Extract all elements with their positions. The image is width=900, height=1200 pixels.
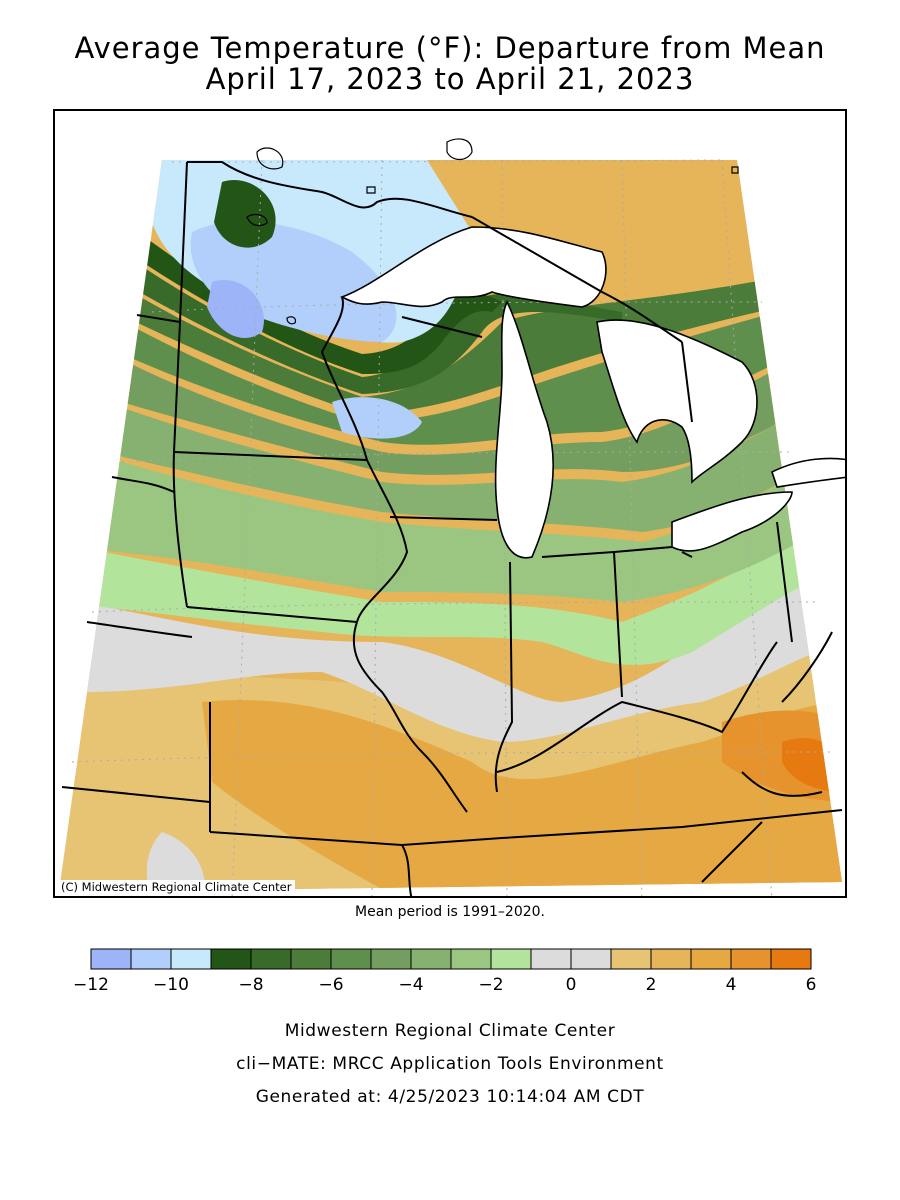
state-boundaries [61,161,843,896]
legend-swatch [410,948,452,970]
legend-swatch [690,948,732,970]
legend-tick-label: 6 [805,975,817,995]
footer-tool-name: cli−MATE: MRCC Application Tools Environ… [236,1054,664,1074]
temperature-departure-map [59,138,845,896]
mean-period-note: Mean period is 1991–2020. [355,904,545,920]
legend-swatch [610,948,652,970]
legend-swatch [450,948,492,970]
lake-michigan [494,300,554,559]
legend-tick-label: −2 [478,975,504,995]
legend-tick-label: −10 [153,975,189,995]
legend-tick-label: −6 [318,975,344,995]
legend-swatch [170,948,212,970]
northern-features [246,138,739,325]
legend-tick-label: 2 [645,975,657,995]
lake-erie [671,491,793,552]
footer-organization: Midwestern Regional Climate Center [284,1021,616,1041]
lake-huron [596,319,758,484]
legend-swatch [570,948,612,970]
lake-superior [340,226,607,308]
legend-swatch [90,948,132,970]
legend-swatch [250,948,292,970]
map-credit: (C) Midwestern Regional Climate Center [57,880,296,894]
legend-swatch [770,948,812,970]
map-panel [53,109,847,898]
legend-tick-label: 4 [725,975,737,995]
legend-swatch [370,948,412,970]
legend-swatch [650,948,692,970]
map-title: Average Temperature (°F): Departure from… [74,31,826,65]
legend-swatch [530,948,572,970]
legend-tick-label: −8 [238,975,264,995]
legend-tick-label: 0 [565,975,577,995]
map-date-range: April 17, 2023 to April 21, 2023 [205,62,695,96]
color-legend [90,948,812,970]
legend-swatch [730,948,772,970]
legend-tick-label: −4 [398,975,424,995]
legend-swatch [490,948,532,970]
legend-swatch [330,948,372,970]
legend-swatch [210,948,252,970]
legend-swatch [130,948,172,970]
lake-ontario [771,457,845,488]
great-lakes [340,226,845,559]
footer-generated-time: Generated at: 4/25/2023 10:14:04 AM CDT [255,1087,645,1107]
legend-tick-label: −12 [73,975,109,995]
legend-swatch [290,948,332,970]
